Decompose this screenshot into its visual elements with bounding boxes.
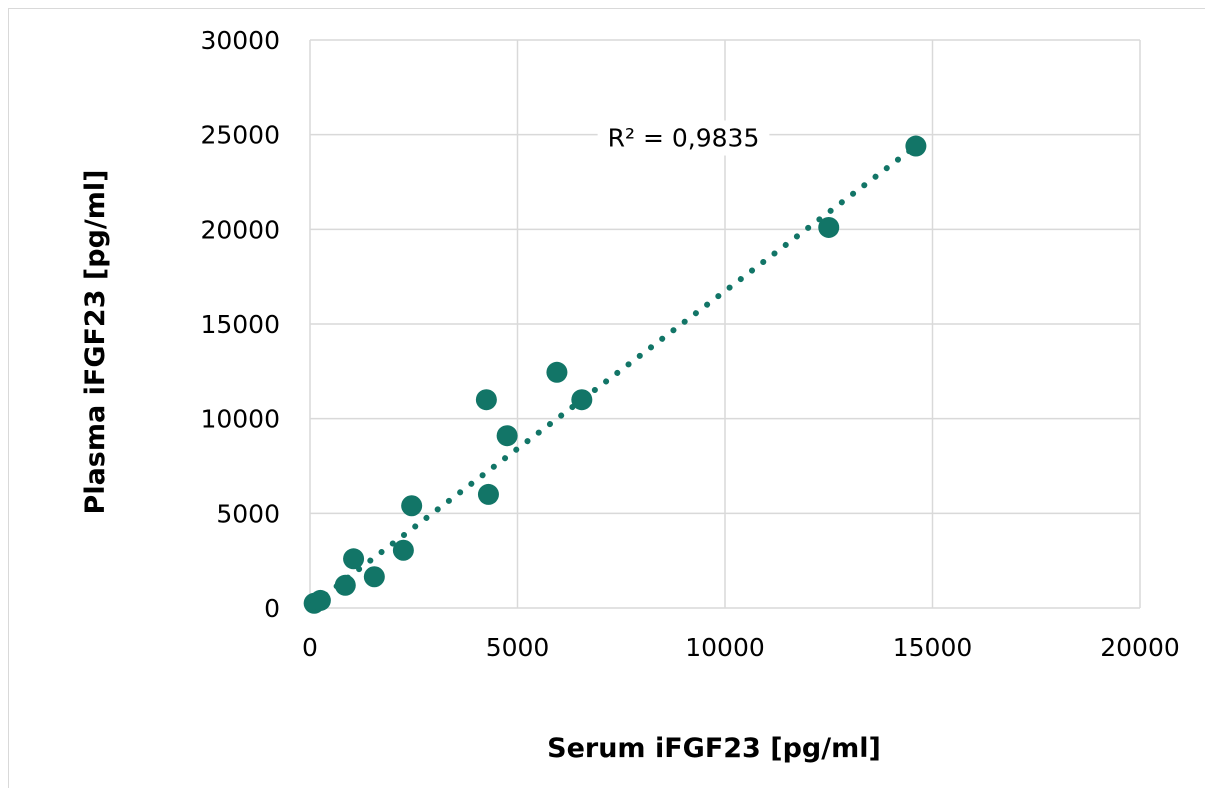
- y-tick-label: 30000: [200, 26, 280, 55]
- x-tick-label: 15000: [893, 633, 973, 662]
- data-point: [818, 216, 840, 238]
- y-tick-label: 10000: [200, 405, 280, 434]
- data-point: [905, 135, 927, 157]
- x-tick-label: 20000: [1100, 633, 1180, 662]
- data-point: [401, 495, 423, 517]
- x-axis-ticks: 0 5000 10000 15000 20000: [302, 633, 1180, 662]
- y-tick-label: 15000: [200, 310, 280, 339]
- y-tick-label: 0: [264, 594, 280, 623]
- data-point: [496, 425, 518, 447]
- y-axis-ticks: 0 5000 10000 15000 20000 25000 30000: [200, 26, 280, 623]
- x-tick-label: 10000: [685, 633, 765, 662]
- trendline-layer: [311, 143, 919, 607]
- data-point: [392, 539, 414, 561]
- data-point: [309, 589, 331, 611]
- y-axis-title: Plasma iFGF23 [pg/ml]: [80, 170, 111, 515]
- x-axis-title: Serum iFGF23 [pg/ml]: [547, 733, 881, 764]
- data-point: [571, 389, 593, 411]
- data-point: [363, 566, 385, 588]
- x-tick-label: 5000: [486, 633, 550, 662]
- data-point: [546, 361, 568, 383]
- trendline: [311, 143, 919, 607]
- y-tick-label: 25000: [200, 121, 280, 150]
- data-point: [343, 548, 365, 570]
- r-squared-label-background: [597, 120, 770, 156]
- data-point: [475, 389, 497, 411]
- data-point: [477, 483, 499, 505]
- x-tick-label: 0: [302, 633, 318, 662]
- data-point: [334, 574, 356, 596]
- r-squared-label: R² = 0,9835: [608, 124, 760, 153]
- y-tick-label: 20000: [200, 215, 280, 244]
- chart-border: [8, 8, 1205, 788]
- y-tick-label: 5000: [216, 499, 280, 528]
- data-points: [303, 135, 927, 614]
